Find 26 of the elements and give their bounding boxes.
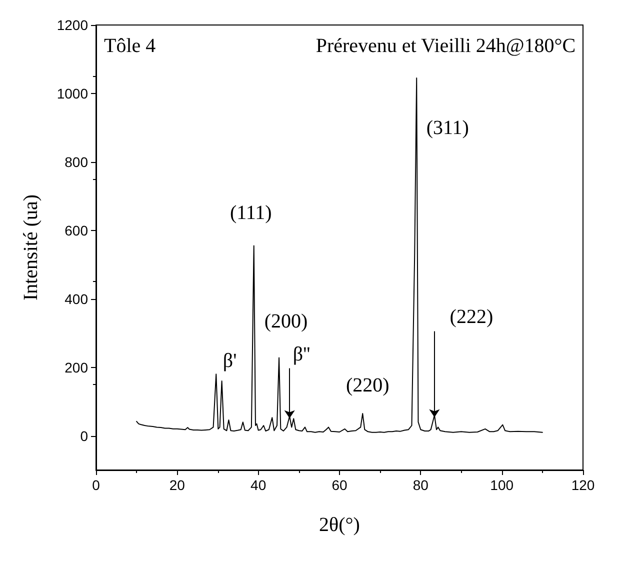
annotation: (222) — [450, 306, 494, 328]
x-tick-label: 40 — [250, 477, 266, 493]
y-tick-label: 600 — [64, 222, 88, 238]
annotation: (111) — [230, 202, 272, 224]
annotation: (200) — [264, 310, 308, 333]
y-tick-label: 1000 — [56, 85, 88, 102]
y-tick-label: 0 — [80, 428, 88, 444]
text: Prérevenu et Vieilli 24h@180°C — [316, 35, 576, 57]
y-tick-label: 200 — [64, 359, 88, 376]
text: Tôle 4 — [104, 35, 156, 57]
y-axis-title: Intensité (ua) — [20, 194, 42, 301]
annotation: (311) — [426, 117, 469, 140]
x-tick-label: 100 — [490, 477, 514, 493]
x-tick-label: 60 — [332, 477, 348, 493]
y-tick-label: 1200 — [56, 17, 88, 33]
x-tick-label: 20 — [169, 477, 186, 493]
y-tick-label: 400 — [64, 290, 88, 307]
x-tick-label: 120 — [571, 477, 595, 493]
annotation: β'' — [292, 343, 310, 366]
x-axis-title: 2θ(°) — [319, 514, 360, 536]
annotation: β' — [222, 350, 237, 372]
y-tick-label: 800 — [64, 154, 88, 170]
line-series — [136, 78, 543, 433]
x-tick-label: 0 — [92, 477, 100, 493]
annotation: (220) — [346, 374, 390, 397]
x-tick-label: 80 — [412, 477, 429, 493]
